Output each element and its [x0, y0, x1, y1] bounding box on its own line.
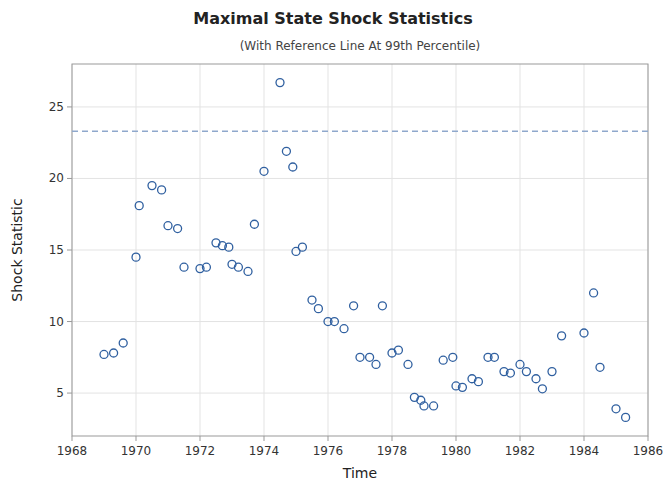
point — [180, 263, 188, 271]
point — [119, 339, 127, 347]
point — [558, 332, 566, 340]
point — [350, 302, 358, 310]
point — [430, 402, 438, 410]
point — [225, 243, 233, 251]
point — [394, 346, 402, 354]
x-tick — [456, 436, 457, 441]
point — [132, 253, 140, 261]
y-tick — [67, 178, 72, 179]
x-axis-label: Time — [342, 465, 377, 481]
plot-frame — [72, 64, 648, 436]
x-tick — [648, 436, 649, 441]
x-tick-label: 1984 — [569, 444, 600, 458]
y-tick-label: 15 — [49, 243, 64, 257]
point — [548, 368, 556, 376]
point — [164, 222, 172, 230]
point — [532, 375, 540, 383]
grid-line-y — [72, 321, 648, 322]
x-tick — [328, 436, 329, 441]
title: Maximal State Shock Statistics — [193, 9, 472, 28]
x-tick-label: 1968 — [57, 444, 88, 458]
point — [420, 402, 428, 410]
x-tick-label: 1978 — [377, 444, 408, 458]
chart-container: 1968 1970 1972 1974 1976 1978 1980 1982 1984 1986… — [0, 0, 666, 500]
point — [612, 405, 620, 413]
y-tick-label: 20 — [49, 171, 64, 185]
y-tick-label: 25 — [49, 100, 64, 114]
point — [490, 353, 498, 361]
x-tick — [72, 436, 73, 441]
reference-line — [72, 130, 648, 132]
point — [282, 147, 290, 155]
y-tick — [67, 106, 72, 107]
x-tick-label: 1982 — [505, 444, 536, 458]
x-tick-label: 1976 — [313, 444, 344, 458]
point — [314, 305, 322, 313]
point — [202, 263, 210, 271]
point — [340, 325, 348, 333]
point — [538, 385, 546, 393]
points — [100, 79, 630, 422]
point — [372, 360, 380, 368]
subtitle: (With Reference Line At 99th Percentile) — [240, 39, 481, 53]
point — [439, 356, 447, 364]
point — [580, 329, 588, 337]
point — [506, 369, 514, 377]
point — [516, 360, 524, 368]
plot-area — [72, 79, 648, 422]
x-tick-label: 1986 — [633, 444, 664, 458]
x-tick — [200, 436, 201, 441]
x-tick-label: 1980 — [441, 444, 472, 458]
point — [148, 182, 156, 190]
point — [110, 349, 118, 357]
point — [276, 79, 284, 87]
grid-line-y — [72, 393, 648, 394]
x-tick — [584, 436, 585, 441]
y-tick — [67, 321, 72, 322]
point — [330, 318, 338, 326]
point — [356, 353, 364, 361]
grid-line-y — [72, 106, 648, 107]
x-tick — [520, 436, 521, 441]
point — [298, 243, 306, 251]
point — [100, 350, 108, 358]
background — [0, 0, 666, 500]
x-tick — [136, 436, 137, 441]
point — [590, 289, 598, 297]
point — [596, 363, 604, 371]
x-tick — [392, 436, 393, 441]
point — [244, 267, 252, 275]
point — [174, 225, 182, 233]
y-tick — [67, 250, 72, 251]
point — [378, 302, 386, 310]
point — [308, 296, 316, 304]
grid — [72, 64, 648, 436]
point — [522, 368, 530, 376]
grid-line-y — [72, 178, 648, 179]
point — [449, 353, 457, 361]
point — [135, 202, 143, 210]
point — [158, 186, 166, 194]
point — [404, 360, 412, 368]
point — [250, 220, 258, 228]
grid-line-y — [72, 250, 648, 251]
point — [260, 167, 268, 175]
x-tick-label: 1974 — [249, 444, 280, 458]
point — [234, 263, 242, 271]
y-tick-label: 10 — [49, 315, 64, 329]
point — [622, 413, 630, 421]
y-tick-label: 5 — [56, 386, 64, 400]
axes: 1968 1970 1972 1974 1976 1978 1980 1982 1984 1986… — [49, 100, 664, 458]
point — [289, 163, 297, 171]
point — [366, 353, 374, 361]
x-tick-label: 1972 — [185, 444, 216, 458]
y-tick — [67, 393, 72, 394]
x-tick — [264, 436, 265, 441]
point — [458, 383, 466, 391]
point — [474, 378, 482, 386]
x-tick-label: 1970 — [121, 444, 152, 458]
chart-svg: 1968 1970 1972 1974 1976 1978 1980 1982 1984 1986… — [0, 0, 666, 500]
y-axis-label: Shock Statistic — [9, 198, 25, 301]
